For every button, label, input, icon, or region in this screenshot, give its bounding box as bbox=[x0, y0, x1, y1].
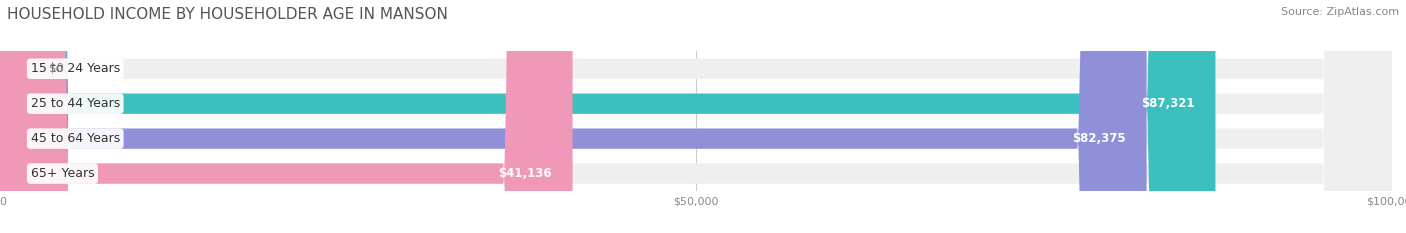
Text: $82,375: $82,375 bbox=[1073, 132, 1126, 145]
Text: 25 to 44 Years: 25 to 44 Years bbox=[31, 97, 120, 110]
FancyBboxPatch shape bbox=[0, 0, 1147, 233]
Text: $41,136: $41,136 bbox=[498, 167, 551, 180]
Text: 65+ Years: 65+ Years bbox=[31, 167, 94, 180]
Text: 15 to 24 Years: 15 to 24 Years bbox=[31, 62, 120, 75]
Text: Source: ZipAtlas.com: Source: ZipAtlas.com bbox=[1281, 7, 1399, 17]
Text: 45 to 64 Years: 45 to 64 Years bbox=[31, 132, 120, 145]
Text: HOUSEHOLD INCOME BY HOUSEHOLDER AGE IN MANSON: HOUSEHOLD INCOME BY HOUSEHOLDER AGE IN M… bbox=[7, 7, 449, 22]
FancyBboxPatch shape bbox=[0, 0, 572, 233]
FancyBboxPatch shape bbox=[0, 0, 1215, 233]
Text: $87,321: $87,321 bbox=[1142, 97, 1195, 110]
Text: $0: $0 bbox=[49, 62, 63, 75]
